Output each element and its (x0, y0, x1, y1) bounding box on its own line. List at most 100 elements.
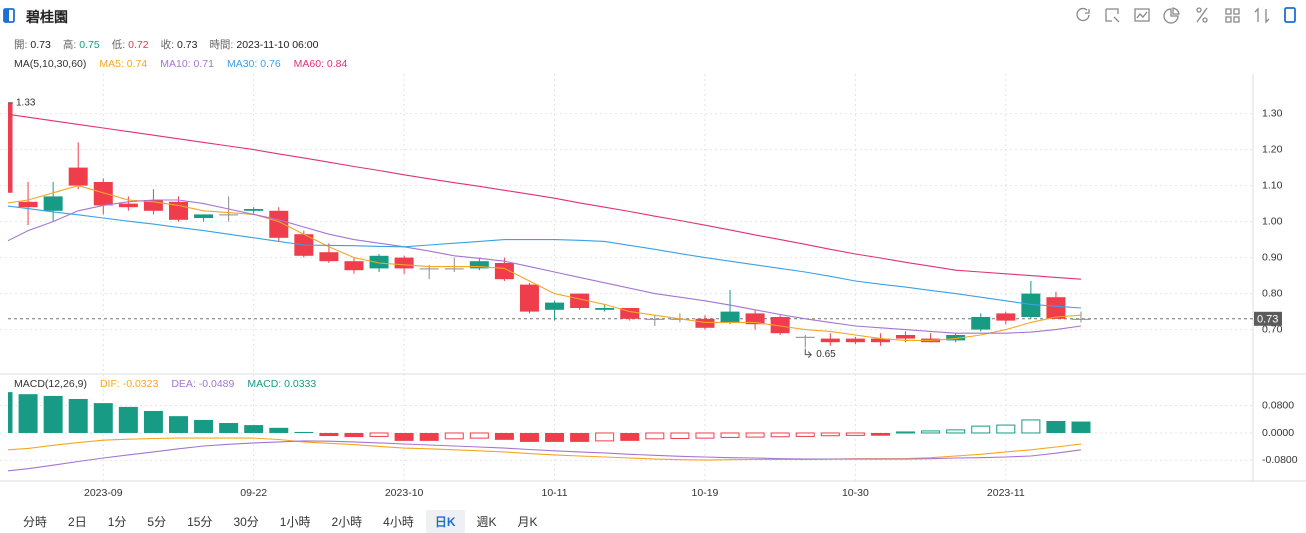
period-tab[interactable]: 4小時 (383, 515, 414, 529)
candle-body (695, 318, 715, 328)
quote-label: 時間: (209, 39, 234, 51)
period-tab[interactable]: 1小時 (279, 515, 311, 529)
percent-icon[interactable] (1196, 7, 1208, 23)
macd-bar (971, 425, 991, 434)
quote-label: 低: (111, 39, 126, 51)
macd-bar (68, 398, 88, 433)
y-tick-label: -0.0800 (1262, 454, 1298, 466)
legend-title: MACD(12,26,9) (14, 378, 87, 390)
candle-body (519, 284, 539, 312)
macd-bar (43, 395, 63, 433)
candle-body (419, 268, 439, 270)
period-tab[interactable]: 2小時 (331, 515, 363, 529)
candle-body (971, 317, 991, 330)
quote-value: 0.75 (79, 38, 100, 51)
candle-body (1021, 293, 1041, 317)
candle-body (319, 252, 339, 262)
period-tab[interactable]: 週K (476, 515, 497, 529)
candle-body (1071, 318, 1091, 320)
candle-body (444, 268, 464, 270)
high-label: 1.33 (16, 97, 36, 108)
period-tab[interactable]: 30分 (233, 515, 259, 529)
panel-icon[interactable] (1284, 7, 1296, 23)
macd-bar (820, 432, 840, 437)
macd-bar (720, 432, 740, 438)
last-price-label: 0.73 (1257, 314, 1278, 326)
quote-value: 0.72 (128, 38, 149, 51)
period-tab[interactable]: 2日 (68, 515, 87, 529)
macd-bar (595, 432, 615, 442)
macd-bar (118, 406, 138, 433)
candle-body (118, 203, 138, 208)
grid-icon[interactable] (1225, 8, 1240, 23)
macd-bar (845, 432, 865, 436)
macd-bar (369, 432, 389, 437)
y-tick-label: 1.10 (1262, 179, 1283, 191)
period-tab[interactable]: 1分 (107, 515, 127, 529)
candle-body (194, 214, 214, 218)
macd-bar (921, 430, 941, 434)
macd-bar (519, 432, 539, 442)
image-icon[interactable] (1134, 8, 1150, 22)
candle-body (720, 311, 740, 323)
candle-body (620, 308, 640, 319)
sort-icon[interactable] (1254, 7, 1270, 24)
macd-bar (219, 423, 239, 433)
draw-icon[interactable] (1105, 8, 1120, 23)
x-tick-label: 10-19 (692, 487, 719, 499)
candle-body (43, 196, 63, 211)
macd-bar (1021, 419, 1041, 434)
pie-icon[interactable] (1163, 7, 1180, 24)
macd-bar (244, 425, 264, 433)
x-tick-label: 2023-10 (385, 487, 424, 499)
period-tab[interactable]: 分時 (23, 515, 48, 529)
candle-body (8, 102, 13, 193)
legend-entry: DEA: -0.0489 (171, 378, 235, 390)
macd-bar (745, 432, 765, 438)
legend: MA(5,10,30,60) MA5: 0.74 MA10: 0.71 MA30: 0… (14, 58, 360, 70)
macd-bar (18, 394, 38, 433)
low-label: 0.65 (816, 349, 836, 360)
candle-body (645, 318, 665, 320)
candle-body (570, 293, 590, 308)
candle-body (1046, 297, 1066, 319)
x-tick-label: 10-30 (842, 487, 869, 499)
legend-entry: MACD: 0.0333 (247, 378, 317, 390)
ma-line (8, 205, 1082, 309)
y-tick-label: 0.0800 (1262, 399, 1294, 411)
quote-value: 0.73 (177, 38, 198, 51)
y-tick-label: 1.20 (1262, 143, 1283, 155)
candle-body (369, 255, 389, 269)
macd-bar (795, 432, 815, 437)
macd-bar (1071, 421, 1091, 433)
period-tab[interactable]: 日K (425, 510, 465, 533)
quote-label: 開: (14, 39, 28, 51)
candle-body (394, 257, 414, 269)
y-tick-label: 0.70 (1262, 323, 1283, 335)
y-tick-label: 1.30 (1262, 107, 1283, 119)
refresh-icon[interactable] (1076, 7, 1090, 22)
last-price-box (1254, 311, 1282, 326)
legend-entry: MA10: 0.71 (160, 58, 214, 70)
ma-line (8, 199, 1082, 334)
period-tab[interactable]: 月K (517, 515, 538, 529)
period-tab[interactable]: 15分 (187, 515, 213, 529)
candle-body (896, 335, 916, 339)
candle-body (494, 263, 514, 280)
ma-line (8, 185, 1082, 341)
candle-body (219, 214, 239, 216)
candle-body (745, 313, 765, 325)
candle-body (595, 308, 615, 310)
header: 碧桂園 (26, 7, 72, 27)
period-tab[interactable]: 5分 (147, 515, 167, 529)
legend-entry: MA60: 0.84 (293, 58, 348, 70)
candle-body (93, 182, 113, 206)
macd-bar (444, 432, 464, 440)
ma-line (8, 113, 1082, 280)
macd-bar (570, 432, 590, 442)
ma-line (8, 437, 1082, 461)
legend: MACD(12,26,9) DIF: -0.0323 DEA: -0.0489 MAC… (14, 378, 329, 390)
toolbar (1076, 7, 1296, 24)
macd-bar (946, 429, 966, 434)
macd-bar (394, 432, 414, 441)
